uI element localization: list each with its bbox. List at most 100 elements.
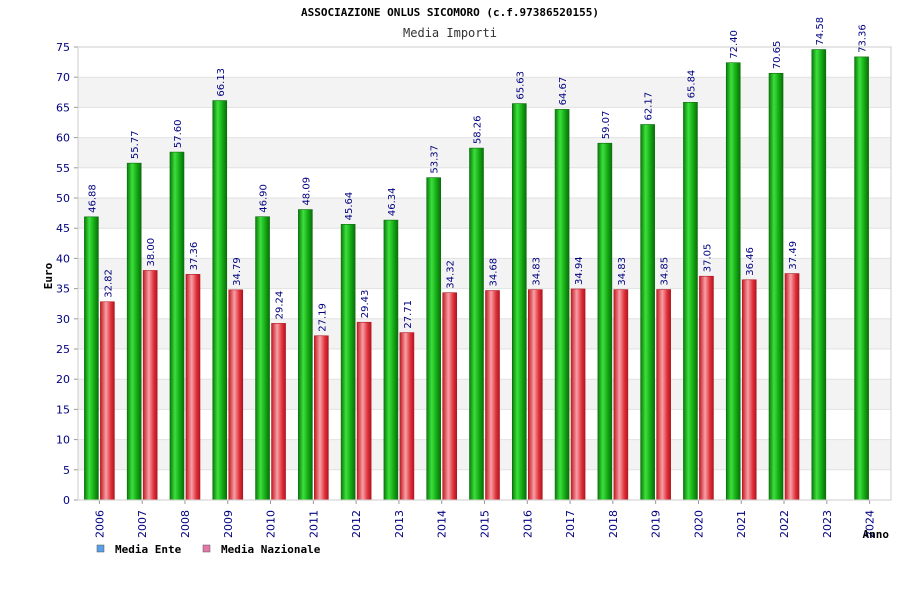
- y-axis-ticks: 0 5 10 15 20 25 30 35 40 45 50 55 60 65 70 75: [56, 41, 78, 507]
- data-label: 72.40: [729, 30, 740, 59]
- data-label: 74.58: [815, 17, 826, 46]
- y-axis-label: Euro: [42, 262, 55, 289]
- bar-media-ente-2014: [426, 177, 442, 501]
- bar-media-ente-2006: [84, 216, 99, 501]
- bar-media-nazionale-2020: [699, 275, 714, 501]
- y-tick-label: 0: [63, 494, 70, 507]
- data-label: 66.13: [216, 68, 227, 97]
- bar-media-nazionale-2015: [485, 290, 500, 501]
- y-tick-label: 75: [56, 41, 70, 54]
- bar-media-nazionale-2021: [741, 279, 757, 501]
- y-tick-label: 5: [63, 464, 70, 477]
- x-tick-label: 2016: [521, 510, 534, 538]
- bar-media-ente-2009: [212, 100, 228, 501]
- y-tick-label: 40: [56, 252, 70, 265]
- x-tick-label: 2011: [307, 510, 320, 538]
- x-tick-label: 2019: [650, 510, 663, 538]
- x-tick-label: 2024: [864, 510, 877, 538]
- data-label: 62.17: [644, 92, 655, 121]
- data-label: 70.65: [772, 41, 783, 70]
- bar-media-nazionale-2006: [100, 301, 115, 501]
- bar-media-ente-2018: [597, 142, 613, 501]
- data-label: 46.34: [387, 187, 398, 216]
- x-tick-label: 2020: [692, 510, 705, 538]
- bar-media-ente-2010: [255, 216, 270, 501]
- y-tick-label: 25: [56, 343, 70, 356]
- x-tick-label: 2010: [265, 510, 278, 538]
- data-label: 65.63: [515, 71, 526, 100]
- data-label: 34.79: [232, 257, 243, 286]
- bar-media-ente-2019: [640, 124, 655, 501]
- chart-title: ASSOCIAZIONE ONLUS SICOMORO (c.f.9738652…: [301, 6, 599, 19]
- data-label: 46.90: [259, 184, 270, 213]
- data-label: 34.85: [660, 257, 671, 286]
- y-tick-label: 70: [56, 71, 70, 84]
- data-label: 65.84: [686, 70, 697, 99]
- legend-label: Media Ente: [115, 543, 182, 556]
- y-tick-label: 30: [56, 313, 70, 326]
- data-label: 58.26: [473, 115, 484, 144]
- data-label: 45.64: [344, 192, 355, 221]
- x-tick-label: 2018: [607, 510, 620, 538]
- x-axis-label: Anno: [863, 528, 890, 541]
- data-label: 46.88: [87, 184, 98, 213]
- bar-media-ente-2022: [768, 72, 784, 501]
- bar-media-nazionale-2011: [314, 335, 329, 501]
- x-tick-label: 2009: [222, 510, 235, 538]
- plot-frame: [77, 46, 892, 501]
- data-label: 32.82: [103, 269, 114, 298]
- legend-label: Media Nazionale: [221, 543, 321, 556]
- data-label: 29.24: [275, 291, 286, 320]
- y-tick-label: 45: [56, 222, 70, 235]
- data-label: 48.09: [301, 177, 312, 206]
- data-label: 53.37: [430, 145, 441, 174]
- bar-media-ente-2021: [725, 62, 741, 501]
- data-label: 27.19: [317, 303, 328, 332]
- bar-media-ente-2015: [469, 147, 484, 501]
- bar-media-nazionale-2017: [570, 288, 586, 501]
- data-label: 37.49: [788, 241, 799, 270]
- bar-media-nazionale-2019: [656, 289, 671, 501]
- data-label: 37.05: [702, 244, 713, 273]
- bar-media-nazionale-2016: [527, 289, 543, 501]
- bars: 46.88 32.82 55.77 38.00 57.60 37.36 66.13 34.79…: [84, 17, 869, 501]
- y-tick-label: 55: [56, 162, 70, 175]
- data-label: 55.77: [130, 131, 141, 160]
- bar-media-ente-2013: [383, 219, 399, 501]
- x-tick-label: 2023: [821, 510, 834, 538]
- bar-media-ente-2017: [554, 109, 570, 501]
- y-tick-label: 15: [56, 403, 70, 416]
- x-tick-label: 2006: [93, 510, 106, 538]
- bar-media-nazionale-2013: [399, 332, 415, 501]
- data-label: 34.32: [446, 260, 457, 289]
- data-label: 37.36: [189, 242, 200, 271]
- y-tick-label: 20: [56, 373, 70, 386]
- x-tick-label: 2007: [136, 510, 149, 538]
- bar-media-ente-2020: [683, 102, 698, 501]
- bar-media-nazionale-2012: [356, 321, 372, 501]
- bar-media-ente-2008: [169, 151, 185, 501]
- data-label: 36.46: [745, 247, 756, 276]
- bar-media-ente-2023: [811, 49, 827, 501]
- y-tick-label: 50: [56, 192, 70, 205]
- bar-media-ente-2012: [340, 224, 356, 501]
- legend-swatch: [202, 544, 211, 553]
- data-label: 34.83: [617, 257, 628, 286]
- bar-media-nazionale-2018: [613, 289, 629, 501]
- x-tick-label: 2008: [179, 510, 192, 538]
- data-label: 34.68: [489, 258, 500, 287]
- bar-media-ente-2024: [854, 56, 869, 501]
- legend: Media Ente Media Nazionale: [96, 543, 321, 556]
- data-label: 64.67: [558, 77, 569, 106]
- bar-media-nazionale-2007: [142, 270, 158, 501]
- data-label: 73.36: [858, 24, 869, 53]
- x-tick-label: 2017: [564, 510, 577, 538]
- data-label: 29.43: [360, 290, 371, 319]
- bar-media-ente-2016: [511, 103, 527, 501]
- x-tick-label: 2013: [393, 510, 406, 538]
- legend-swatch: [96, 544, 105, 553]
- x-tick-label: 2021: [735, 510, 748, 538]
- bar-media-nazionale-2010: [271, 323, 286, 501]
